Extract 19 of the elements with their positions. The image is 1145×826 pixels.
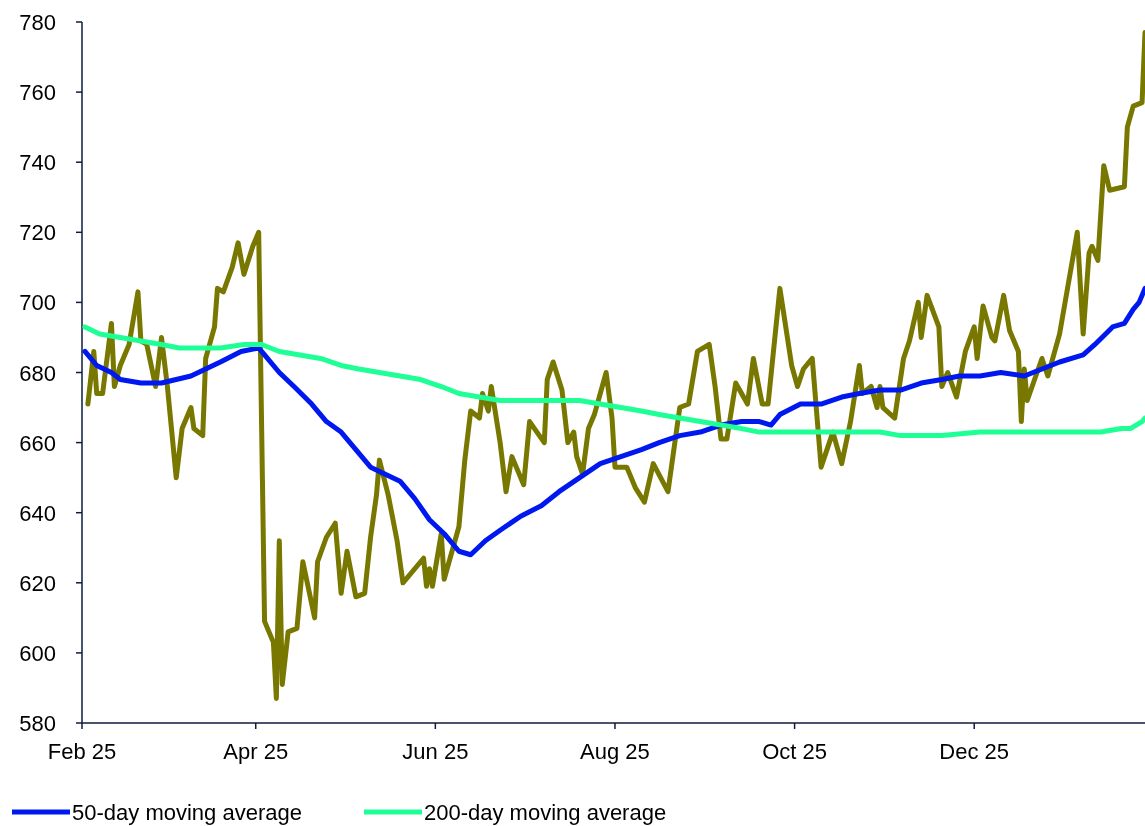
legend-label: 200-day moving average: [424, 800, 667, 825]
y-tick-label: 680: [19, 360, 56, 386]
y-tick-label: 740: [19, 150, 56, 176]
y-tick-label: 640: [19, 500, 56, 526]
x-tick-label: Apr 25: [223, 739, 289, 764]
y-tick-label: 620: [19, 570, 56, 596]
y-tick-label: 600: [19, 640, 56, 666]
x-tick-label: Dec 25: [939, 739, 1010, 764]
x-tick-label: Aug 25: [580, 739, 650, 764]
y-tick-label: 660: [19, 430, 56, 456]
x-tick-label: Feb 25: [47, 739, 117, 764]
legend-label: 50-day moving average: [72, 800, 302, 825]
x-tick-label: Jun 25: [402, 739, 469, 764]
y-tick-label: 580: [19, 711, 56, 736]
y-tick-label: 760: [19, 80, 56, 106]
y-tick-label: 700: [19, 290, 56, 316]
x-tick-label: Oct 25: [762, 739, 827, 764]
y-tick-label: 720: [19, 220, 56, 246]
y-tick-label: 780: [19, 10, 56, 35]
